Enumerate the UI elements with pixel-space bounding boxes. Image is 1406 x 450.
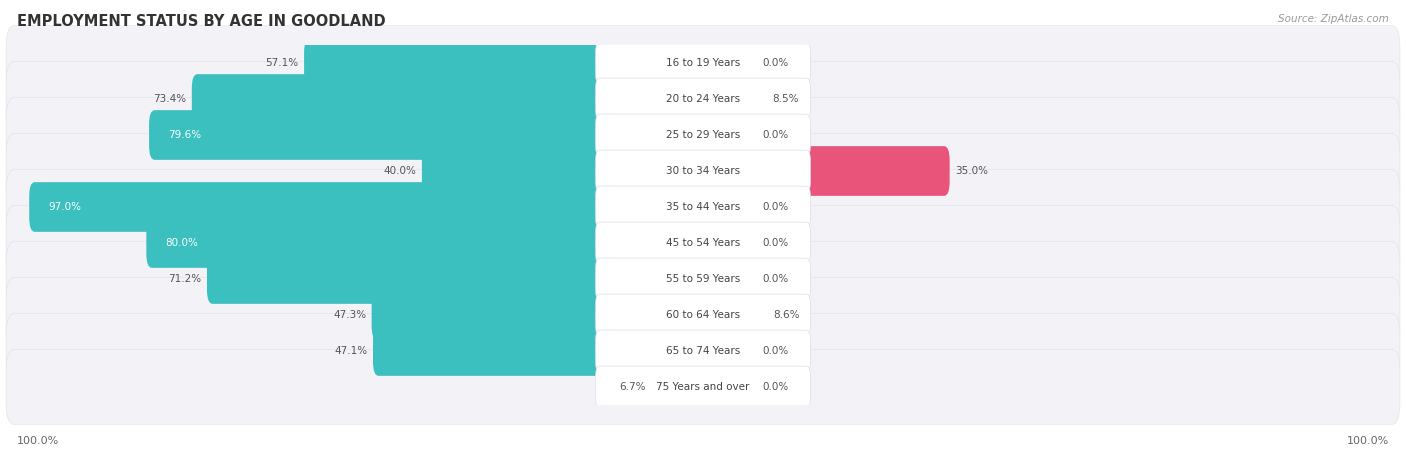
FancyBboxPatch shape [596,258,810,300]
Text: 16 to 19 Years: 16 to 19 Years [666,58,740,68]
Text: 71.2%: 71.2% [169,274,201,284]
FancyBboxPatch shape [697,218,756,268]
Text: 0.0%: 0.0% [762,58,789,68]
FancyBboxPatch shape [697,74,768,124]
FancyBboxPatch shape [596,114,810,156]
FancyBboxPatch shape [697,38,756,88]
Text: 97.0%: 97.0% [48,202,82,212]
Text: 40.0%: 40.0% [384,166,416,176]
FancyBboxPatch shape [697,290,768,340]
FancyBboxPatch shape [697,110,756,160]
FancyBboxPatch shape [207,254,709,304]
FancyBboxPatch shape [697,146,949,196]
Text: 65 to 74 Years: 65 to 74 Years [666,346,740,356]
Text: 35.0%: 35.0% [955,166,988,176]
Text: EMPLOYMENT STATUS BY AGE IN GOODLAND: EMPLOYMENT STATUS BY AGE IN GOODLAND [17,14,385,28]
FancyBboxPatch shape [304,38,709,88]
Legend: In Labor Force, Unemployed: In Labor Force, Unemployed [598,445,808,450]
Text: 20 to 24 Years: 20 to 24 Years [666,94,740,104]
FancyBboxPatch shape [6,242,1400,316]
Text: 0.0%: 0.0% [762,202,789,212]
Text: 30 to 34 Years: 30 to 34 Years [666,166,740,176]
Text: 0.0%: 0.0% [762,382,789,392]
FancyBboxPatch shape [596,294,810,336]
FancyBboxPatch shape [6,314,1400,388]
Text: 80.0%: 80.0% [166,238,198,248]
Text: 0.0%: 0.0% [762,130,789,140]
FancyBboxPatch shape [371,290,709,340]
Text: 47.3%: 47.3% [333,310,366,320]
FancyBboxPatch shape [697,326,756,376]
FancyBboxPatch shape [373,326,709,376]
Text: 8.6%: 8.6% [773,310,800,320]
FancyBboxPatch shape [596,150,810,192]
FancyBboxPatch shape [697,182,756,232]
FancyBboxPatch shape [422,146,709,196]
Text: 55 to 59 Years: 55 to 59 Years [666,274,740,284]
FancyBboxPatch shape [596,78,810,120]
FancyBboxPatch shape [596,330,810,372]
FancyBboxPatch shape [6,350,1400,424]
FancyBboxPatch shape [6,98,1400,172]
Text: 0.0%: 0.0% [762,238,789,248]
Text: Source: ZipAtlas.com: Source: ZipAtlas.com [1278,14,1389,23]
Text: 73.4%: 73.4% [153,94,186,104]
FancyBboxPatch shape [651,362,709,412]
FancyBboxPatch shape [596,186,810,228]
FancyBboxPatch shape [6,170,1400,244]
FancyBboxPatch shape [146,218,709,268]
FancyBboxPatch shape [149,110,709,160]
FancyBboxPatch shape [6,206,1400,280]
FancyBboxPatch shape [6,278,1400,352]
FancyBboxPatch shape [596,366,810,408]
Text: 8.5%: 8.5% [772,94,799,104]
Text: 35 to 44 Years: 35 to 44 Years [666,202,740,212]
Text: 100.0%: 100.0% [1347,436,1389,446]
Text: 47.1%: 47.1% [335,346,367,356]
FancyBboxPatch shape [697,254,756,304]
Text: 25 to 29 Years: 25 to 29 Years [666,130,740,140]
Text: 75 Years and over: 75 Years and over [657,382,749,392]
FancyBboxPatch shape [6,62,1400,136]
FancyBboxPatch shape [596,222,810,264]
FancyBboxPatch shape [697,362,756,412]
Text: 60 to 64 Years: 60 to 64 Years [666,310,740,320]
FancyBboxPatch shape [6,134,1400,208]
Text: 6.7%: 6.7% [619,382,645,392]
FancyBboxPatch shape [6,26,1400,100]
FancyBboxPatch shape [596,42,810,84]
Text: 45 to 54 Years: 45 to 54 Years [666,238,740,248]
Text: 79.6%: 79.6% [169,130,201,140]
Text: 57.1%: 57.1% [266,58,298,68]
Text: 0.0%: 0.0% [762,274,789,284]
Text: 100.0%: 100.0% [17,436,59,446]
Text: 0.0%: 0.0% [762,346,789,356]
FancyBboxPatch shape [191,74,709,124]
FancyBboxPatch shape [30,182,709,232]
